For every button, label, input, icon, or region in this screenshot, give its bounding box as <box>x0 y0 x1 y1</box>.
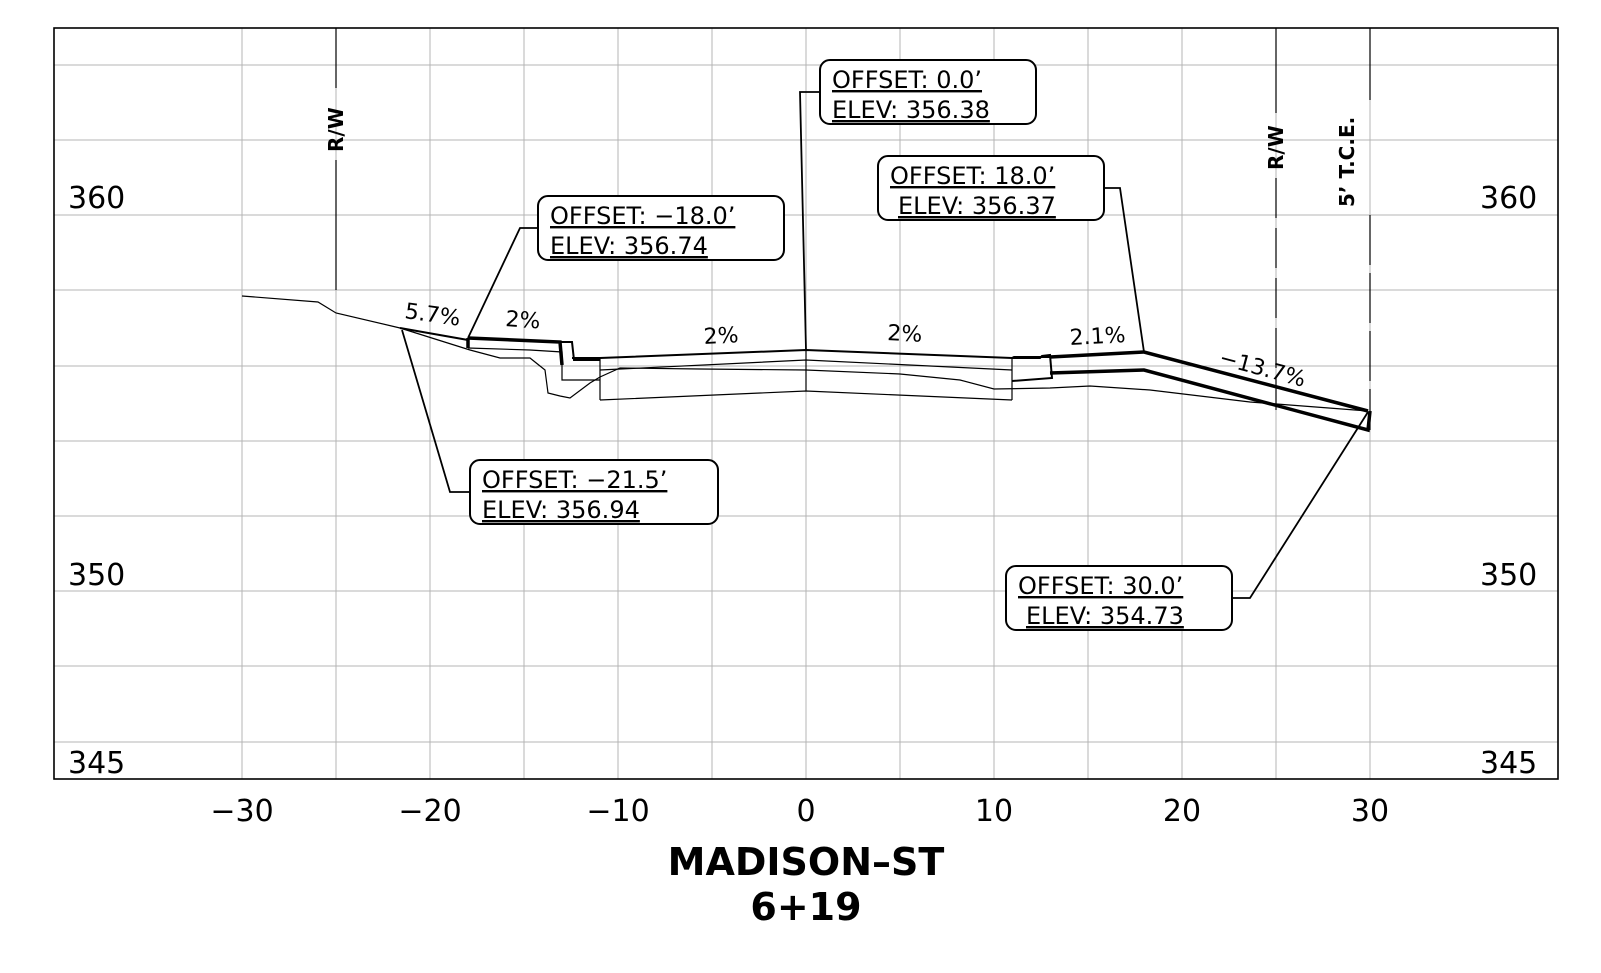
callout-right-30-elev: ELEV: 354.73 <box>1026 602 1184 630</box>
plot-frame <box>53 27 1559 780</box>
slope-label-5-7: 5.7% <box>403 299 462 332</box>
callout-right-18-offset: OFFSET: 18.0’ <box>890 162 1055 190</box>
callout-right-18: OFFSET: 18.0’ ELEV: 356.37 <box>877 155 1105 221</box>
offset-label-30: 30 <box>1351 794 1389 829</box>
leader-center <box>799 91 820 351</box>
offset-label-0: 0 <box>796 794 815 829</box>
station-label: 6+19 <box>750 885 861 929</box>
callout-right-18-box <box>877 155 1105 221</box>
offset-label-neg20: −20 <box>398 794 461 829</box>
offset-label-neg10: −10 <box>586 794 649 829</box>
slope-label-2-left-lane: 2% <box>703 323 739 350</box>
offset-label-neg30: −30 <box>210 794 273 829</box>
grid <box>54 28 1558 779</box>
leader-right-30 <box>1233 411 1369 599</box>
slope-label-neg13-7: −13.7% <box>1216 346 1308 393</box>
callout-left-18: OFFSET: −18.0’ ELEV: 356.74 <box>537 195 785 261</box>
curb-right <box>1011 353 1054 382</box>
pavement-top <box>572 348 1050 360</box>
elev-label-350-left: 350 <box>68 558 125 593</box>
callout-right-18-elev: ELEV: 356.37 <box>898 192 1056 220</box>
callout-left-21-offset: OFFSET: −21.5’ <box>482 466 667 494</box>
elev-label-360-right: 360 <box>1480 181 1537 216</box>
elev-label-350-right: 350 <box>1480 558 1537 593</box>
tce-label: 5’ T.C.E. <box>1335 117 1359 207</box>
slope-label-2-right-lane: 2% <box>887 321 923 348</box>
callout-left-18-elev: ELEV: 356.74 <box>550 232 708 260</box>
leader-left-18 <box>467 227 538 339</box>
callout-right-30: OFFSET: 30.0’ ELEV: 354.73 <box>1005 565 1233 631</box>
slope-label-2-left-curb: 2% <box>505 307 542 334</box>
rw-right-label: R/W <box>1264 125 1288 170</box>
callout-left-21-elev: ELEV: 356.94 <box>482 496 640 524</box>
callout-left-21-box <box>469 459 719 525</box>
callout-center-offset: OFFSET: 0.0’ <box>832 66 982 94</box>
elev-label-345-right: 345 <box>1480 746 1537 781</box>
callout-center-box <box>819 59 1037 125</box>
elev-label-360-left: 360 <box>68 181 125 216</box>
finished-grade-right <box>1049 350 1369 413</box>
leader-right-18 <box>1105 187 1145 353</box>
rw-left-label: R/W <box>324 107 348 152</box>
callout-center: OFFSET: 0.0’ ELEV: 356.38 <box>819 59 1037 125</box>
subgrade-right <box>1049 368 1372 433</box>
offset-label-20: 20 <box>1163 794 1201 829</box>
elev-label-345-left: 345 <box>68 746 125 781</box>
callout-right-30-offset: OFFSET: 30.0’ <box>1018 572 1183 600</box>
section-title: MADISON–ST <box>668 840 945 884</box>
callout-left-21: OFFSET: −21.5’ ELEV: 356.94 <box>469 459 719 525</box>
callout-center-elev: ELEV: 356.38 <box>832 96 990 124</box>
callout-right-30-box <box>1005 565 1233 631</box>
callout-left-18-box <box>537 195 785 261</box>
tie-slope-left <box>399 327 469 341</box>
callout-left-18-offset: OFFSET: −18.0’ <box>550 202 735 230</box>
slope-label-2-1: 2.1% <box>1069 323 1126 351</box>
curb-left-back <box>467 347 600 381</box>
curb-left <box>560 341 600 361</box>
offset-label-10: 10 <box>975 794 1013 829</box>
leader-left-21 <box>401 329 470 493</box>
